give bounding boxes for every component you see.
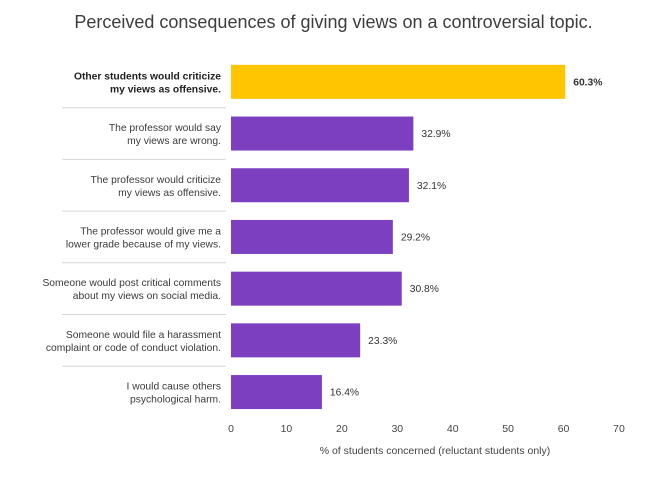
x-tick-label: 20 <box>336 423 348 435</box>
bar <box>231 64 566 99</box>
category-label: I would cause others psychological harm. <box>127 382 221 406</box>
value-label: 32.9% <box>421 129 450 140</box>
category-label-line: The professor would give me a <box>80 226 221 237</box>
category-label-line: my views as offensive. <box>118 188 221 199</box>
category-label: The professor would give me a lower grade… <box>66 226 221 250</box>
x-tick-label: 50 <box>502 423 514 435</box>
bar <box>231 375 322 410</box>
category-label: Other students would criticize my views a… <box>74 71 221 95</box>
x-tick-label: 70 <box>613 423 625 435</box>
bar <box>231 323 361 358</box>
x-axis-ticks: 0 10 20 30 40 50 60 70 <box>228 423 625 435</box>
value-label: 29.2% <box>401 232 430 243</box>
bars <box>231 64 566 410</box>
x-tick-label: 30 <box>391 423 403 435</box>
value-label: 32.1% <box>417 181 446 192</box>
category-labels: Other students would criticize my views a… <box>42 71 221 405</box>
bar <box>231 168 409 203</box>
x-tick-label: 40 <box>447 423 459 435</box>
category-label: Someone would post critical comments abou… <box>42 278 221 302</box>
category-label-line: about my views on social media. <box>73 291 221 302</box>
bar <box>231 271 402 306</box>
category-label: The professor would say my views are wron… <box>109 123 222 147</box>
category-label-line: complaint or code of conduct violation. <box>46 343 221 354</box>
category-label-line: The professor would criticize <box>91 175 222 186</box>
category-label-line: I would cause others <box>127 382 221 393</box>
bar <box>231 219 393 254</box>
value-label: 30.8% <box>410 284 439 295</box>
category-label-line: lower grade because of my views. <box>66 239 221 250</box>
row-separators <box>62 107 226 367</box>
x-tick-label: 60 <box>558 423 570 435</box>
category-label-line: psychological harm. <box>130 395 221 406</box>
category-label-line: Other students would criticize <box>74 71 221 82</box>
category-label-line: Someone would file a harassment <box>66 330 221 341</box>
value-label: 23.3% <box>368 336 397 347</box>
category-label: The professor would criticize my views as… <box>91 175 222 199</box>
value-labels: 60.3% 32.9% 32.1% 29.2% 30.8% 23.3% 16.4% <box>330 77 603 398</box>
x-tick-label: 10 <box>281 423 293 435</box>
bar <box>231 116 414 151</box>
x-axis-label: % of students concerned (reluctant stude… <box>320 445 551 457</box>
value-label: 60.3% <box>573 77 602 88</box>
chart-title: Perceived consequences of giving views o… <box>74 12 593 32</box>
value-label: 16.4% <box>330 388 359 399</box>
category-label-line: my views as offensive. <box>110 84 221 95</box>
category-label-line: Someone would post critical comments <box>42 278 221 289</box>
category-label-line: my views are wrong. <box>127 136 221 147</box>
category-label: Someone would file a harassment complaint… <box>46 330 221 354</box>
x-tick-label: 0 <box>228 423 234 435</box>
category-label-line: The professor would say <box>109 123 222 134</box>
